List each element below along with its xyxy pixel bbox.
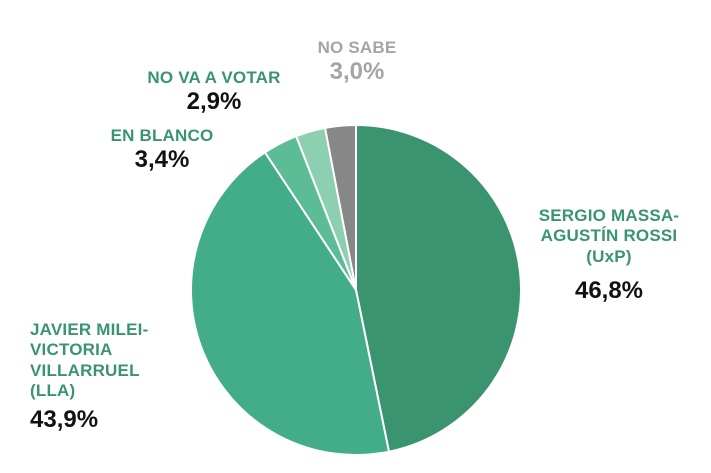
slice-name-line: (LLA) bbox=[30, 381, 76, 401]
slice-value-label: 3,4% bbox=[134, 146, 190, 174]
pie-slice-milei-villarruel bbox=[190, 151, 390, 456]
slice-label-milei-villarruel: JAVIER MILEI- VICTORIA VILLARRUEL (LLA) … bbox=[30, 320, 148, 434]
slice-label-no-va-a-votar: NO VA A VOTAR 2,9% bbox=[128, 68, 300, 117]
slice-name-line: NO SABE bbox=[317, 38, 397, 57]
slice-name-line: NO VA A VOTAR bbox=[147, 68, 281, 87]
slice-value-label: 2,9% bbox=[186, 88, 242, 116]
slice-name-line: JAVIER MILEI- bbox=[30, 320, 149, 339]
slice-name-line: EN BLANCO bbox=[110, 126, 214, 145]
slice-value-label: 46,8% bbox=[574, 277, 644, 305]
slice-value-label: 43,9% bbox=[30, 405, 99, 433]
pie-slice-no-sabe bbox=[324, 123, 357, 291]
slice-name-line: SERGIO MASSA- bbox=[538, 206, 680, 225]
slice-label-massa-rossi: SERGIO MASSA- AGUSTÍN ROSSI (UxP) 46,8% bbox=[520, 206, 698, 306]
slice-name-line: VICTORIA bbox=[30, 340, 113, 360]
slice-value-label: 3,0% bbox=[329, 58, 385, 86]
slice-name-line: AGUSTÍN ROSSI bbox=[540, 226, 678, 246]
pie-slice-massa-rossi bbox=[355, 124, 522, 453]
slice-label-en-blanco: EN BLANCO 3,4% bbox=[98, 126, 226, 175]
slice-name-line: (UxP) bbox=[586, 246, 632, 266]
slice-label-no-sabe: NO SABE 3,0% bbox=[307, 38, 407, 87]
slice-name-line: VILLARRUEL bbox=[30, 360, 140, 380]
